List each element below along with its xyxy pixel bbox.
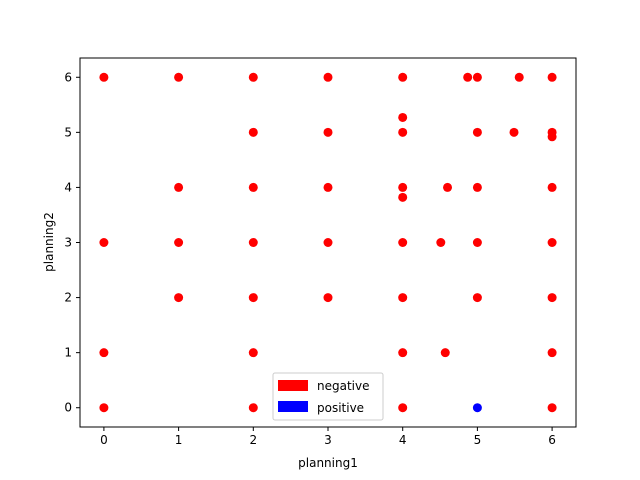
point-negative-19: [323, 182, 333, 192]
y-tick-label-2: 2: [64, 291, 72, 305]
point-negative-4: [398, 72, 408, 82]
y-tick-label-1: 1: [64, 346, 72, 360]
point-negative-3: [323, 72, 333, 82]
point-negative-23: [547, 182, 557, 192]
point-negative-39: [99, 348, 109, 358]
y-axis-label: planning2: [42, 212, 56, 272]
point-negative-42: [440, 348, 450, 358]
point-negative-46: [398, 403, 408, 413]
point-negative-10: [248, 127, 258, 137]
point-negative-5: [463, 72, 473, 82]
point-negative-22: [472, 182, 482, 192]
x-tick-label-3: 3: [324, 433, 332, 447]
legend-swatch-negative: [278, 380, 308, 391]
point-negative-35: [323, 293, 333, 303]
x-tick-label-0: 0: [100, 433, 108, 447]
point-negative-28: [323, 238, 333, 247]
y-tick-label-6: 6: [64, 70, 72, 84]
legend-label-positive: positive: [317, 401, 364, 415]
point-negative-27: [248, 238, 258, 247]
point-negative-1: [174, 72, 184, 82]
y-tick-label-5: 5: [64, 125, 72, 139]
point-negative-20: [398, 182, 408, 192]
y-tick-label-0: 0: [64, 401, 72, 415]
point-negative-13: [472, 127, 482, 137]
point-negative-40: [248, 348, 258, 358]
point-negative-6: [472, 72, 482, 82]
x-tick-label-2: 2: [249, 433, 257, 447]
point-negative-7: [514, 72, 524, 82]
x-axis-label: planning1: [298, 456, 358, 470]
point-negative-14: [509, 127, 519, 137]
point-negative-37: [472, 293, 482, 303]
point-negative-26: [174, 238, 184, 247]
point-negative-17: [174, 182, 184, 192]
point-negative-25: [99, 238, 109, 247]
x-tick-label-5: 5: [474, 433, 482, 447]
point-negative-2: [248, 72, 258, 82]
point-negative-41: [398, 348, 408, 358]
y-tick-label-3: 3: [64, 236, 72, 250]
point-negative-0: [99, 72, 109, 82]
x-axis-ticks: 0 1 2 3 4 5 6: [100, 427, 556, 447]
point-negative-36: [398, 293, 408, 303]
point-negative-11: [323, 127, 333, 137]
point-negative-44: [99, 403, 109, 413]
point-negative-8: [547, 72, 557, 82]
point-negative-9: [398, 112, 408, 122]
point-negative-21: [443, 182, 453, 192]
point-positive-0: [472, 403, 482, 413]
data-points: [99, 72, 557, 413]
point-negative-34: [248, 293, 258, 303]
legend-label-negative: negative: [317, 379, 369, 393]
x-tick-label-4: 4: [399, 433, 407, 447]
y-axis-ticks: 0 1 2 3 4 5 6: [64, 70, 80, 415]
legend-swatch-positive: [278, 401, 308, 412]
point-negative-38: [547, 293, 557, 303]
legend: negative positive: [272, 372, 384, 421]
point-negative-24: [398, 192, 408, 202]
point-negative-30: [436, 238, 446, 247]
point-negative-29: [398, 238, 408, 247]
y-tick-label-4: 4: [64, 180, 72, 194]
point-negative-12: [398, 127, 408, 137]
point-negative-32: [547, 238, 557, 247]
point-negative-47: [547, 403, 557, 413]
point-negative-31: [472, 238, 482, 247]
x-tick-label-6: 6: [548, 433, 556, 447]
point-negative-16: [547, 132, 557, 142]
point-negative-43: [547, 348, 557, 358]
point-negative-18: [248, 182, 258, 192]
x-tick-label-1: 1: [175, 433, 183, 447]
point-negative-45: [248, 403, 258, 413]
point-negative-33: [174, 293, 184, 303]
